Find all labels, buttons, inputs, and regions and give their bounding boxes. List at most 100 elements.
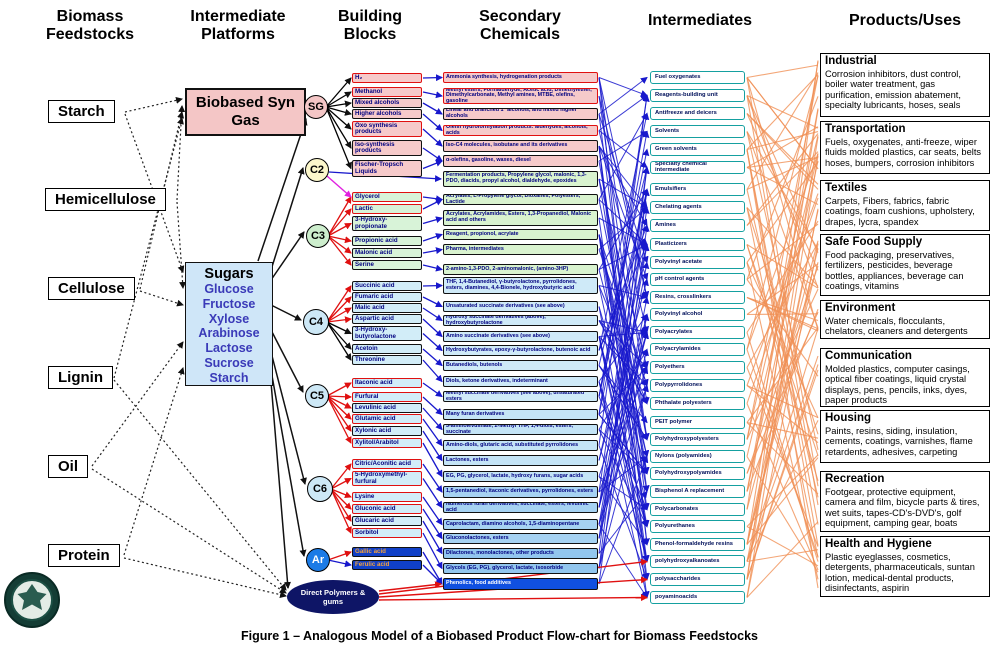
building-block-box: H₂ xyxy=(352,73,422,83)
building-block-box: Mixed alcohols xyxy=(352,98,422,108)
secondary-chemical-box: 5-aminolevulinate, 2-Methyl THF, 1,4-dio… xyxy=(443,424,598,435)
building-block-box: Glucaric acid xyxy=(352,516,422,526)
building-block-box: Malic acid xyxy=(352,303,422,313)
secondary-chemical-box: Linear and branched 1° alcohols, and mix… xyxy=(443,108,598,120)
intermediate-box: Specialty chemical intermediate xyxy=(650,161,745,174)
intermediate-box: Polyethers xyxy=(650,361,745,374)
secondary-chemical-box: EG, PG, glycerol, lactate, hydroxy furan… xyxy=(443,471,598,482)
intermediate-box: Solvents xyxy=(650,125,745,138)
building-block-box: 5-Hydroxymethyl-furfural xyxy=(352,471,422,486)
intermediate-box: Resins, crosslinkers xyxy=(650,291,745,304)
product-category-title: Health and Hygiene xyxy=(825,538,932,550)
secondary-chemical-box: Acrylates, L-Propylene glycol, Dioxanes,… xyxy=(443,194,598,205)
column-header-intermediate-platforms: Intermediate Platforms xyxy=(190,8,286,43)
product-category-title: Transportation xyxy=(825,123,906,135)
sugars-list: Glucose Fructose Xylose Arabinose Lactose Suc… xyxy=(186,282,272,385)
intermediate-box: polyhydroxyalkanoates xyxy=(650,555,745,568)
feedstock-box: Cellulose xyxy=(48,277,135,300)
intermediate-box: Chelating agents xyxy=(650,201,745,214)
product-category-box: Recreation Footgear, protective equipment… xyxy=(820,471,990,532)
product-category-body: Water chemicals, flocculants, chelators,… xyxy=(825,315,968,337)
building-block-box: Malonic acid xyxy=(352,248,422,258)
product-category-title: Housing xyxy=(825,412,871,424)
secondary-chemical-box: Methyl succinate derivatives (see above)… xyxy=(443,391,598,402)
building-block-circle-C3: C3 xyxy=(306,224,330,248)
secondary-chemical-box: α-olefins, gasoline, waxes, diesel xyxy=(443,155,598,167)
secondary-chemical-box: Glycols (EG, PG), glycerol, lactate, iso… xyxy=(443,563,598,574)
building-block-box: Threonine xyxy=(352,355,422,365)
feedstock-box: Oil xyxy=(48,455,89,478)
product-category-body: Fuels, oxygenates, anti-freeze, wiper fl… xyxy=(825,136,982,168)
product-category-title: Industrial xyxy=(825,55,877,67)
secondary-chemical-box: 1,5-pentanediol, itaconic derivatives, p… xyxy=(443,486,598,498)
figure-caption: Figure 1 – Analogous Model of a Biobased… xyxy=(241,629,758,643)
secondary-chemical-box: Unsaturated succinate derivatives (see a… xyxy=(443,301,598,312)
product-category-box: Transportation Fuels, oxygenates, anti-fr… xyxy=(820,121,990,174)
product-category-box: Textiles Carpets, Fibers, fabrics, fabric… xyxy=(820,180,990,231)
building-block-box: Citric/Aconitic acid xyxy=(352,459,422,469)
product-category-box: Environment Water chemicals, flocculants,… xyxy=(820,300,990,339)
product-category-body: Plastic eyeglasses, cosmetics, detergent… xyxy=(825,551,975,594)
intermediate-box: Polyvinyl acetate xyxy=(650,256,745,269)
secondary-chemical-box: Reagent, propionol, acrylate xyxy=(443,229,598,240)
feedstock-box: Hemicellulose xyxy=(45,188,166,211)
product-category-body: Molded plastics, computer casings, optic… xyxy=(825,363,970,406)
building-block-box: Xylitol/Arabitol xyxy=(352,438,422,448)
secondary-chemical-box: Olefin hydroformylation products: aldehy… xyxy=(443,125,598,136)
building-block-box: Ferulic acid xyxy=(352,560,422,570)
intermediate-box: Phthalate polyesters xyxy=(650,397,745,410)
product-category-body: Corrosion inhibitors, dust control, boil… xyxy=(825,68,961,111)
sugars-title: Sugars xyxy=(204,266,254,282)
product-category-body: Footgear, protective equipment, camera a… xyxy=(825,486,980,529)
building-block-box: Fischer-Tropsch Liquids xyxy=(352,160,422,177)
building-block-box: Glutamic acid xyxy=(352,414,422,424)
intermediate-box: Reagents-building unit xyxy=(650,89,745,102)
intermediate-box: pH control agents xyxy=(650,273,745,286)
direct-polymers-ellipse: Direct Polymers & gums xyxy=(287,580,379,614)
feedstock-box: Protein xyxy=(48,544,120,567)
intermediate-box: Polyacrylates xyxy=(650,326,745,339)
product-category-body: Paints, resins, siding, insulation, ceme… xyxy=(825,425,973,457)
product-category-box: Communication Molded plastics, computer c… xyxy=(820,348,990,408)
building-block-box: 3-Hydroxy-butyrolactone xyxy=(352,326,422,341)
product-category-title: Recreation xyxy=(825,473,885,485)
building-block-circle-C2: C2 xyxy=(305,158,329,182)
building-block-circle-C4: C4 xyxy=(303,309,329,335)
building-block-box: Succinic acid xyxy=(352,281,422,291)
building-block-box: Sorbitol xyxy=(352,528,422,538)
building-block-box: Aspartic acid xyxy=(352,314,422,324)
sugar-item: Xylose xyxy=(208,311,250,326)
building-block-box: Furfural xyxy=(352,392,422,402)
building-block-box: Serine xyxy=(352,260,422,270)
secondary-chemical-box: Diols, ketone derivatives, indeterminant xyxy=(443,376,598,387)
building-block-box: Xylonic acid xyxy=(352,426,422,436)
biobased-syngas-box: Biobased Syn Gas xyxy=(185,88,306,136)
building-block-circle-C6: C6 xyxy=(307,476,333,502)
intermediate-box: Emulsifiers xyxy=(650,183,745,196)
product-category-box: Health and Hygiene Plastic eyeglasses, co… xyxy=(820,536,990,597)
secondary-chemical-box: Hydroxy succinate derivatives (above), h… xyxy=(443,315,598,326)
secondary-chemical-box: Fermentation products, Propylene glycol,… xyxy=(443,171,598,187)
sugar-item: Lactose xyxy=(205,341,253,355)
product-category-body: Food packaging, preservatives, fertilize… xyxy=(825,249,964,292)
secondary-chemical-box: THF, 1,4-Butanediol, γ-butyrolactone, py… xyxy=(443,277,598,294)
product-category-title: Environment xyxy=(825,302,896,314)
intermediate-box: polysaccharides xyxy=(650,573,745,586)
product-category-box: Safe Food Supply Food packaging, preserva… xyxy=(820,234,990,296)
building-block-box: Lysine xyxy=(352,492,422,502)
building-block-box: Propionic acid xyxy=(352,236,422,246)
secondary-chemical-box: Iso-C4 molecules, isobutane and its deri… xyxy=(443,140,598,152)
building-block-box: Gluconic acid xyxy=(352,504,422,514)
secondary-chemical-box: Caprolactam, diamino alcohols, 1,5-diami… xyxy=(443,519,598,530)
secondary-chemical-box: Ammonia synthesis, hydrogenation product… xyxy=(443,72,598,83)
secondary-chemical-box: Many furan derivatives xyxy=(443,409,598,420)
building-block-box: Acetoin xyxy=(352,344,422,354)
building-block-box: Glycerol xyxy=(352,192,422,202)
building-block-box: Higher alcohols xyxy=(352,109,422,119)
secondary-chemical-box: Phenolics, food additives xyxy=(443,578,598,590)
intermediate-box: Polyacrylamides xyxy=(650,343,745,356)
column-header-building-blocks: Building Blocks xyxy=(338,8,402,43)
intermediate-box: Polyurethanes xyxy=(650,520,745,533)
sugars-platform-box: Sugars Glucose Fructose Xylose Arabinose Lac… xyxy=(185,262,273,386)
